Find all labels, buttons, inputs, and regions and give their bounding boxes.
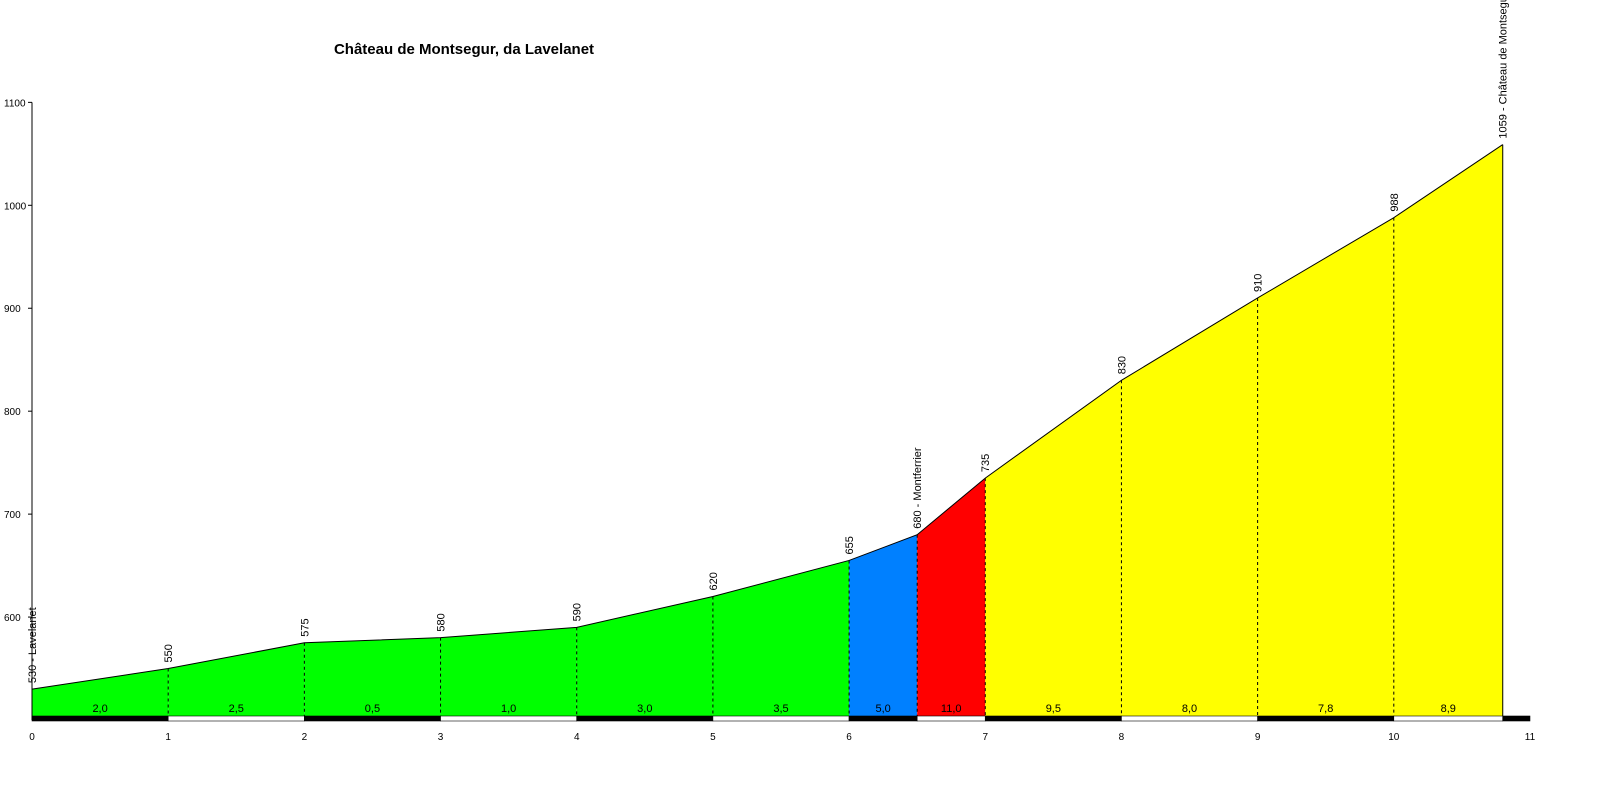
elevation-label-0: 530 - Lavelanet [27,607,39,683]
gradient-label-3: 1,0 [501,703,516,715]
gradient-label-0: 2,0 [92,703,107,715]
x-tick-label-3: 3 [438,732,444,743]
chart-title: Château de Montsegur, da Lavelanet [334,41,594,58]
gradient-label-1: 2,5 [229,703,244,715]
x-tick-label-8: 8 [1119,732,1125,743]
segment-fill-5 [712,560,850,720]
gradient-label-9: 8,0 [1182,703,1197,715]
x-tick-label-5: 5 [710,732,716,743]
elevation-label-12: 1059 - Château de Montsegur [1498,0,1510,139]
segment-fill-11 [1393,144,1503,720]
gradient-label-8: 9,5 [1046,703,1061,715]
elevation-label-9: 830 [1116,356,1128,374]
y-tick-label-900: 900 [4,304,21,315]
segment-fill-10 [1257,217,1394,720]
segment-fill-3 [440,627,577,720]
x-tick-label-7: 7 [982,732,988,743]
gradient-label-10: 7,8 [1318,703,1333,715]
segment-fill-7 [917,478,986,720]
gradient-label-4: 3,0 [637,703,652,715]
elevation-label-10: 910 [1253,274,1265,292]
elevation-label-4: 590 [572,603,584,621]
segment-fill-1 [168,642,305,720]
gradient-label-11: 8,9 [1441,703,1456,715]
scale-block-8 [984,715,1122,722]
y-tick-label-1100: 1100 [4,98,26,109]
x-tick-label-9: 9 [1255,732,1261,743]
y-tick-label-800: 800 [4,407,21,418]
y-tick-label-1000: 1000 [4,201,27,212]
x-tick-label-11: 11 [1525,732,1536,743]
gradient-label-2: 0,5 [365,703,380,715]
gradient-label-5: 3,5 [773,703,788,715]
segment-fill-6 [849,534,918,720]
x-tick-label-2: 2 [302,732,308,743]
elevation-label-3: 580 [436,613,448,631]
x-tick-label-6: 6 [846,732,852,743]
elevation-label-7: 680 - Montferrier [912,447,924,529]
y-tick-label-600: 600 [4,613,21,624]
scale-block-11 [1393,715,1504,722]
scale-block-10 [1257,715,1395,722]
scale-block-end [1502,715,1531,722]
scale-block-5 [712,715,850,722]
scale-block-7 [916,715,986,722]
segment-fill-2 [304,637,441,720]
gradient-label-7: 11,0 [941,703,962,715]
x-tick-label-4: 4 [574,732,580,743]
segment-fill-8 [985,380,1122,720]
profile-line [31,144,1504,690]
x-tick-label-1: 1 [165,732,171,743]
x-tick-label-10: 10 [1388,732,1400,743]
scale-block-3 [440,715,578,722]
elevation-label-6: 655 [844,536,856,554]
scale-block-9 [1121,715,1258,722]
scale-block-2 [304,715,441,722]
y-tick-label-700: 700 [4,510,21,521]
segment-fill-0 [32,668,169,720]
elevation-label-5: 620 [708,572,720,590]
elevation-label-1: 550 [163,644,175,662]
scale-block-0 [31,715,169,722]
x-tick-label-0: 0 [29,732,35,743]
elevation-label-8: 735 [980,454,992,472]
gradient-label-6: 5,0 [875,703,890,715]
segment-fill-4 [576,596,713,720]
scale-block-1 [167,715,305,722]
segment-fill-9 [1121,297,1258,720]
scale-block-6 [848,715,918,722]
elevation-label-2: 575 [299,618,311,636]
scale-block-4 [576,715,714,722]
elevation-label-11: 988 [1389,193,1401,211]
